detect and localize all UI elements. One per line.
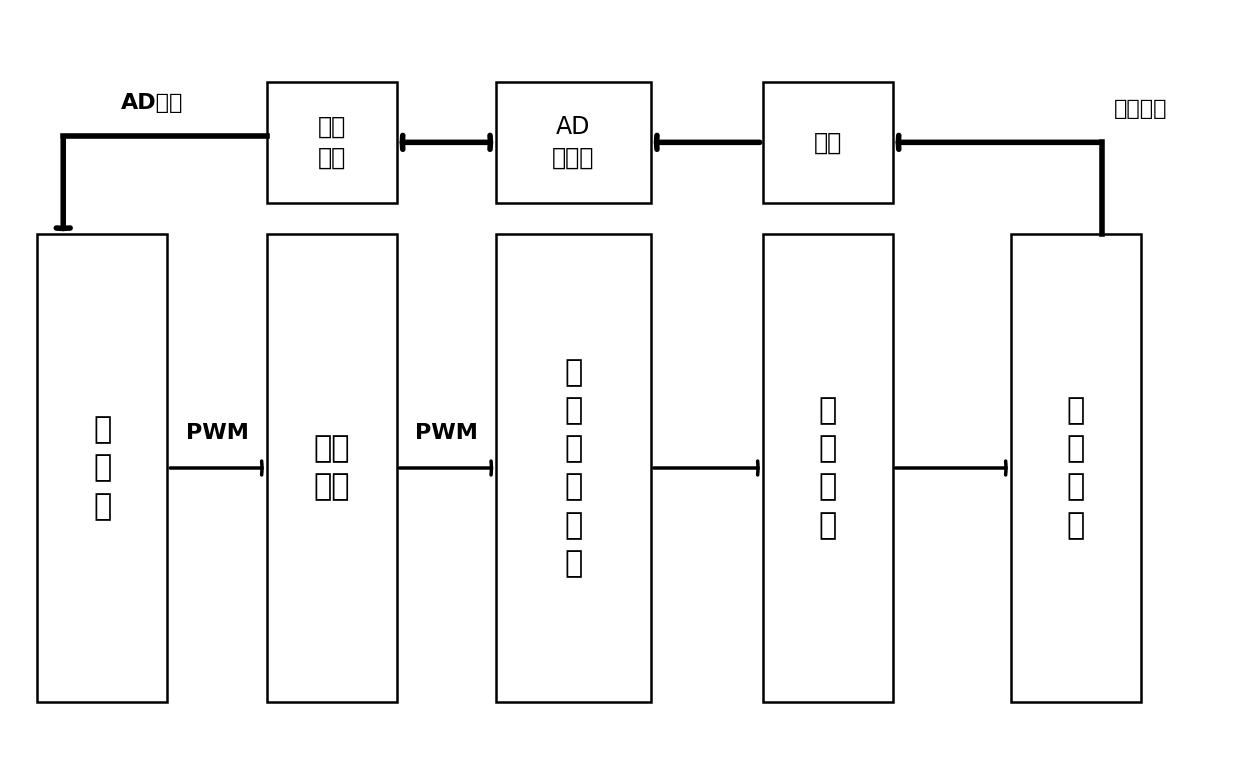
Bar	[1011, 234, 1141, 702]
Text: PWM: PWM	[415, 423, 477, 443]
Bar	[37, 234, 167, 702]
Bar	[267, 234, 397, 702]
Bar	[763, 82, 893, 203]
Text: AD采集: AD采集	[122, 93, 184, 113]
Text: AD
转换器: AD 转换器	[552, 115, 595, 170]
Text: 电平
转换: 电平 转换	[314, 434, 350, 502]
Bar	[267, 82, 397, 203]
Text: 缓
冲
电
路: 缓 冲 电 路	[818, 396, 837, 540]
Text: 位置反馈: 位置反馈	[1114, 99, 1168, 119]
Bar	[496, 82, 651, 203]
Text: PWM: PWM	[186, 423, 248, 443]
Text: 直
流
电
机: 直 流 电 机	[1066, 396, 1085, 540]
Text: 处
理
器: 处 理 器	[93, 415, 112, 521]
Text: 运放: 运放	[813, 130, 842, 154]
Bar	[763, 234, 893, 702]
Text: 功
率
驱
动
电
路: 功 率 驱 动 电 路	[564, 358, 583, 578]
Text: 电平
转换: 电平 转换	[317, 115, 346, 170]
Bar	[496, 234, 651, 702]
